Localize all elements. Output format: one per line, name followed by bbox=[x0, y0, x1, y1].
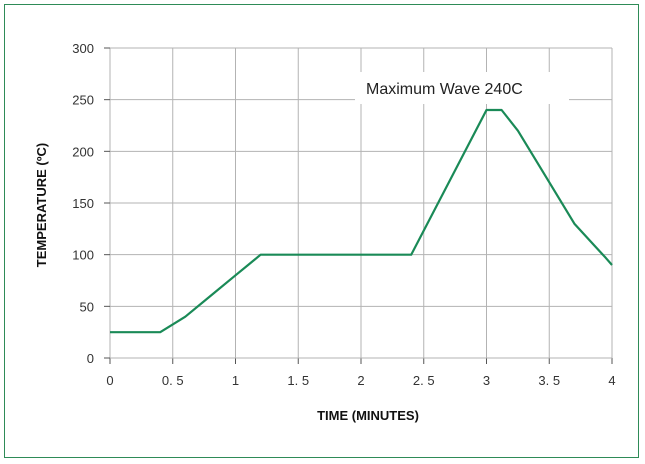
y-axis-title: TEMPERATURE (ºC) bbox=[34, 143, 49, 267]
x-axis-title: TIME (MINUTES) bbox=[317, 408, 419, 423]
y-tick-label: 300 bbox=[72, 41, 94, 56]
y-tick-label: 0 bbox=[87, 351, 94, 366]
x-tick-label: 1. 5 bbox=[287, 373, 309, 388]
annotation-background bbox=[355, 72, 569, 104]
y-tick-label: 150 bbox=[72, 196, 94, 211]
y-tick-label: 50 bbox=[80, 299, 94, 314]
x-tick-label: 0 bbox=[106, 373, 113, 388]
series-line bbox=[110, 108, 613, 334]
y-tick-labels: 0 50 100 150 200 250 300 bbox=[72, 41, 94, 366]
x-tick-label: 2 bbox=[357, 373, 364, 388]
y-tick-label: 200 bbox=[72, 144, 94, 159]
chart-frame bbox=[4, 4, 639, 458]
x-tick-label: 3 bbox=[483, 373, 490, 388]
y-tick-label: 100 bbox=[72, 248, 94, 263]
x-tick-label: 4 bbox=[608, 373, 615, 388]
annotation-label: Maximum Wave 240C bbox=[366, 81, 523, 98]
x-tick-label: 3. 5 bbox=[538, 373, 560, 388]
x-tick-label: 0. 5 bbox=[162, 373, 184, 388]
x-tick-label: 1 bbox=[232, 373, 239, 388]
x-tick-labels: 0 0. 5 1 1. 5 2 2. 5 3 3. 5 4 bbox=[106, 373, 615, 388]
x-tick-label: 2. 5 bbox=[413, 373, 435, 388]
y-tick-label: 250 bbox=[72, 93, 94, 108]
